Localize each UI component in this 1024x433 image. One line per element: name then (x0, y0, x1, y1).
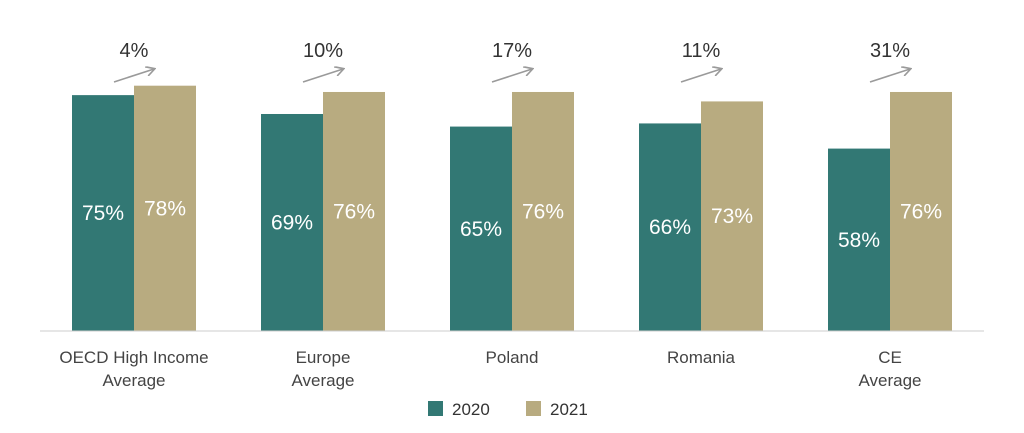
bar-2021-0 (134, 85, 196, 331)
change-label-4: 31% (870, 40, 910, 62)
legend: 2020 2021 (428, 400, 588, 419)
category-label-0: OECD High Income Average (59, 348, 208, 390)
category-label-3: Romania (667, 348, 736, 367)
bar-value-label-2020-3: 66% (649, 216, 691, 239)
bar-value-label-2021-1: 76% (333, 200, 375, 223)
bar-2020-1 (261, 113, 323, 332)
category-label-line: Romania (667, 348, 736, 367)
change-arrow-icon-2 (491, 69, 532, 83)
category-label-line: Average (102, 371, 165, 390)
bar-2021-1 (323, 91, 385, 331)
legend-label-2021: 2021 (550, 400, 588, 419)
category-label-line: Average (858, 371, 921, 390)
category-label-line: Europe (296, 348, 351, 367)
bar-value-label-2021-0: 78% (144, 197, 186, 220)
change-arrow-icon-1 (302, 69, 343, 83)
bar-2020-3 (639, 123, 701, 332)
labels-group: 75% 78% 4% OECD High Income Average 69% 76% 10%… (59, 40, 942, 390)
bar-2021-3 (701, 101, 763, 331)
category-label-line: Average (291, 371, 354, 390)
bar-value-label-2020-4: 58% (838, 229, 880, 252)
change-label-1: 10% (303, 40, 343, 62)
bar-value-label-2021-2: 76% (522, 200, 564, 223)
category-label-1: Europe Average (291, 348, 354, 390)
legend-label-2020: 2020 (452, 400, 490, 419)
bar-value-label-2020-0: 75% (82, 202, 124, 225)
category-label-line: OECD High Income (59, 348, 208, 367)
bar-2020-2 (450, 126, 512, 331)
bar-2020-4 (828, 148, 890, 331)
legend-swatch-2021 (526, 401, 541, 416)
change-arrow-icon-4 (869, 69, 910, 83)
bar-2021-4 (890, 91, 952, 331)
bar-value-label-2021-4: 76% (900, 200, 942, 223)
change-label-0: 4% (120, 40, 149, 62)
change-arrow-icon-3 (680, 69, 721, 83)
category-label-line: CE (878, 348, 902, 367)
bar-value-label-2020-1: 69% (271, 211, 313, 234)
bar-value-label-2020-2: 65% (460, 218, 502, 241)
bar-2021-2 (512, 91, 574, 331)
change-label-2: 17% (492, 40, 532, 62)
bars-group (72, 85, 952, 332)
category-label-line: Poland (486, 348, 539, 367)
change-arrow-icon-0 (113, 69, 154, 83)
bar-2020-0 (72, 95, 134, 331)
bar-value-label-2021-3: 73% (711, 205, 753, 228)
change-label-3: 11% (682, 40, 721, 62)
legend-swatch-2020 (428, 401, 443, 416)
category-label-4: CE Average (858, 348, 921, 390)
category-label-2: Poland (486, 348, 539, 367)
